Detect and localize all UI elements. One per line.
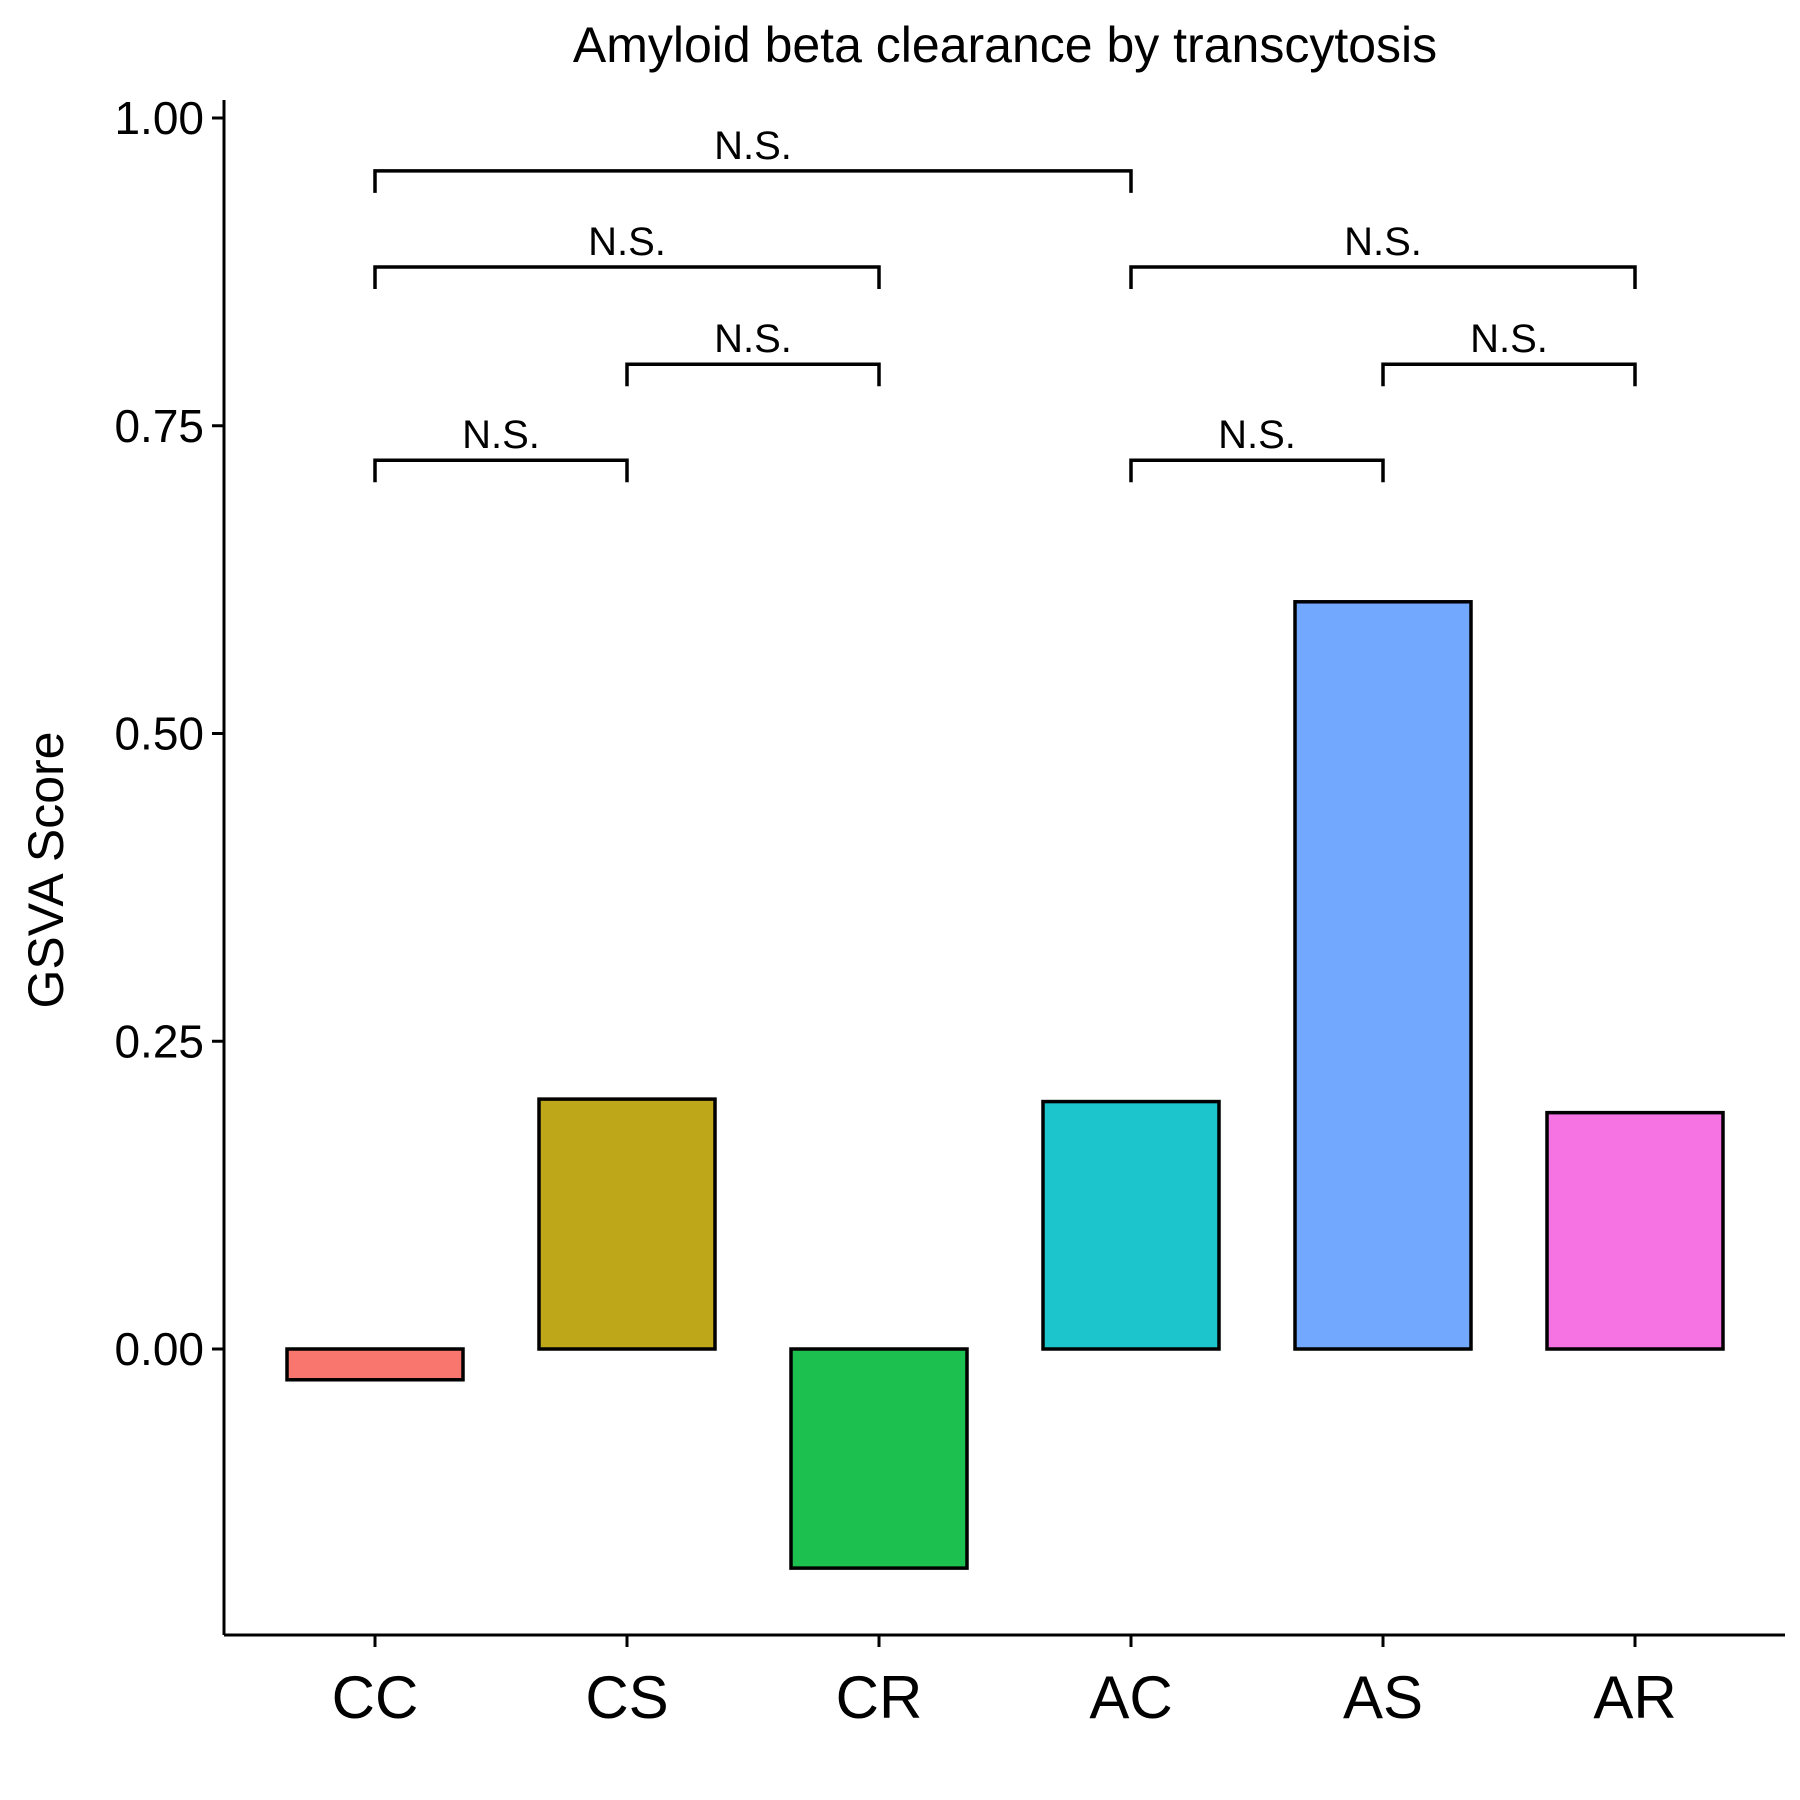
significance-brackets: N.S. N.S. N.S. N.S. N.S. N.S. N.S. — [373, 124, 1637, 483]
significance-label: N.S. — [1344, 220, 1422, 264]
comparison-cs-cr: N.S. — [625, 317, 881, 387]
bar-ar — [1545, 1110, 1725, 1351]
bar-cr — [789, 1347, 969, 1570]
comparison-ac-ar: N.S. — [1129, 220, 1637, 289]
x-tick-label-ar: AR — [1593, 1664, 1676, 1731]
bars-layer — [285, 600, 1725, 1570]
axes-layer: 0.00 0.25 0.50 0.75 1.00 CC CS CR AC AS AR — [114, 92, 1785, 1731]
significance-label: N.S. — [462, 413, 540, 457]
x-tick-label-cr: CR — [836, 1664, 923, 1731]
y-axis-label: GSVA Score — [18, 732, 74, 1009]
x-tick-label-cc: CC — [332, 1664, 419, 1731]
significance-bracket — [625, 362, 881, 387]
x-tick-label-ac: AC — [1089, 1664, 1172, 1731]
x-tick-label-cs: CS — [585, 1664, 668, 1731]
significance-label: N.S. — [714, 317, 792, 361]
bar-as — [1293, 600, 1473, 1351]
significance-bracket — [373, 265, 881, 289]
comparison-cc-cs: N.S. — [373, 413, 629, 483]
bar-cc — [285, 1347, 465, 1382]
y-tick-label: 0.25 — [114, 1015, 204, 1067]
significance-bracket — [1129, 458, 1385, 483]
bar-cs — [537, 1097, 717, 1351]
comparison-cc-cr: N.S. — [373, 220, 881, 289]
significance-label: N.S. — [1470, 317, 1548, 361]
y-tick-label: 0.50 — [114, 708, 204, 760]
y-tick-label: 1.00 — [114, 92, 204, 144]
comparison-as-ar: N.S. — [1381, 317, 1637, 387]
y-tick-label: 0.00 — [114, 1323, 204, 1375]
significance-bracket — [1381, 362, 1637, 387]
significance-label: N.S. — [714, 124, 792, 168]
significance-bracket — [1129, 265, 1637, 289]
significance-bracket — [373, 458, 629, 483]
significance-label: N.S. — [588, 220, 666, 264]
significance-label: N.S. — [1218, 413, 1296, 457]
chart-title: Amyloid beta clearance by transcytosis — [573, 17, 1437, 73]
y-tick-label: 0.75 — [114, 400, 204, 452]
significance-bracket — [373, 169, 1133, 193]
x-tick-label-as: AS — [1343, 1664, 1423, 1731]
bar-ac — [1041, 1099, 1221, 1351]
comparison-cc-ac: N.S. — [373, 124, 1133, 193]
comparison-ac-as: N.S. — [1129, 413, 1385, 483]
